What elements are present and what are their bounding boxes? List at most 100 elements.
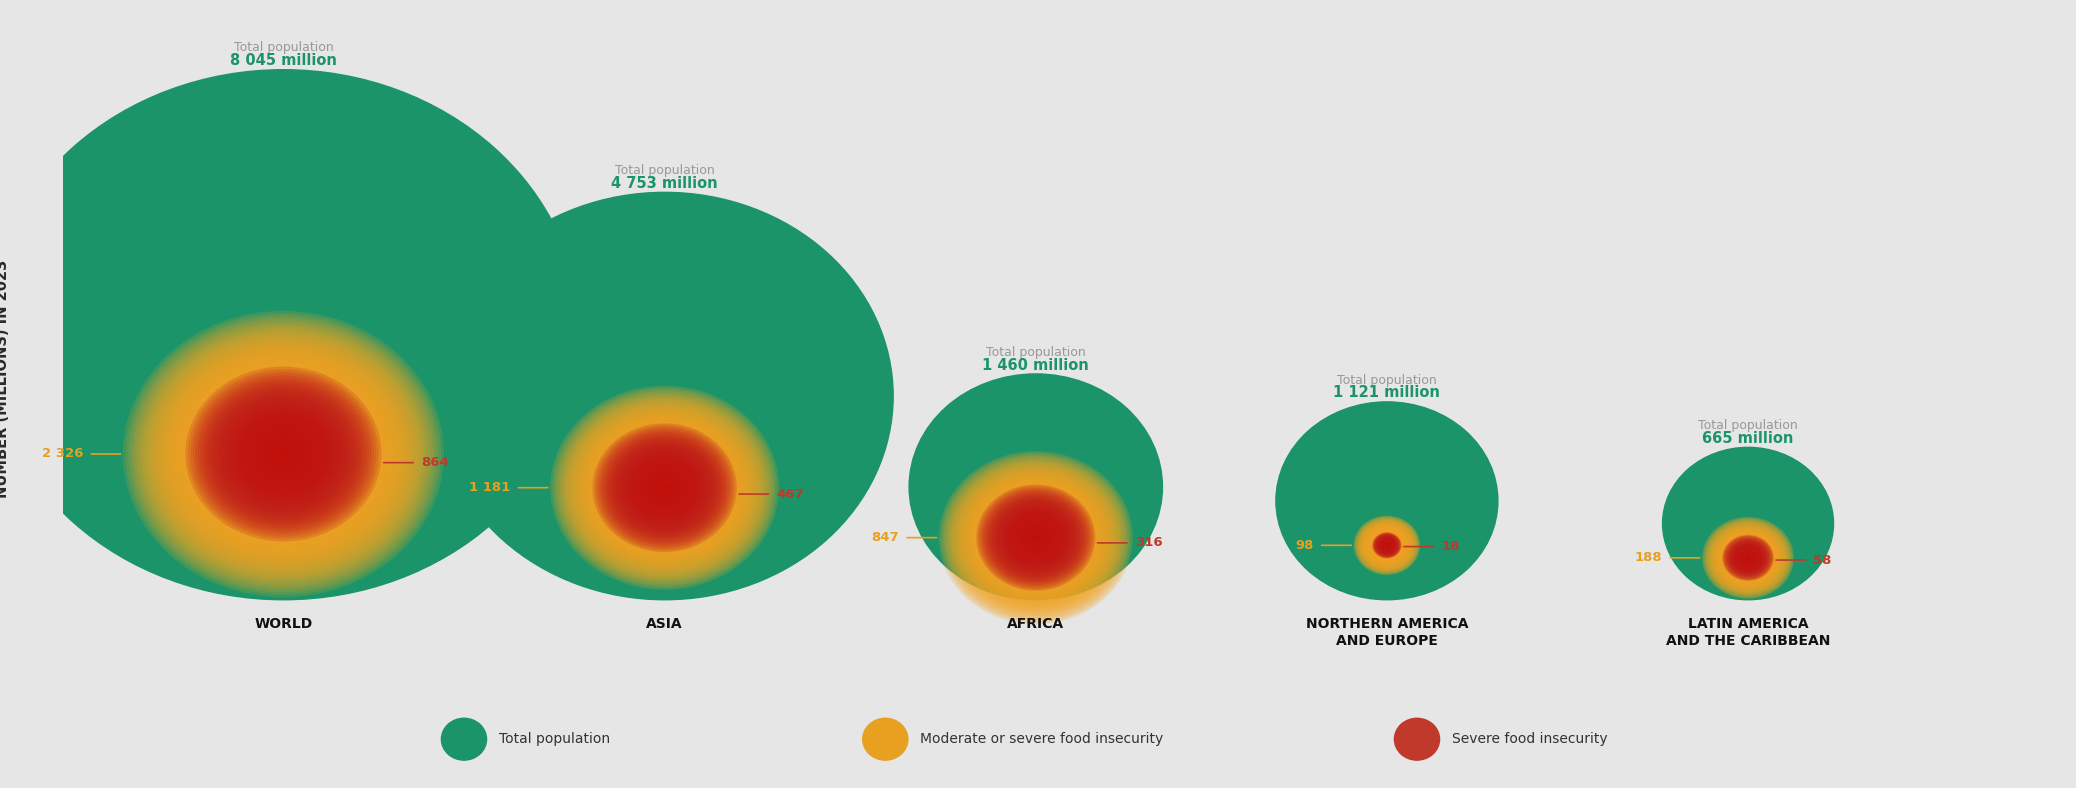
Ellipse shape: [1381, 540, 1393, 551]
Ellipse shape: [1017, 522, 1053, 553]
Ellipse shape: [1356, 518, 1418, 573]
Ellipse shape: [625, 452, 704, 522]
Ellipse shape: [1026, 529, 1046, 547]
Ellipse shape: [257, 430, 309, 478]
Ellipse shape: [1717, 530, 1779, 585]
Ellipse shape: [1729, 541, 1767, 575]
Ellipse shape: [992, 500, 1080, 576]
Ellipse shape: [1374, 533, 1399, 557]
Ellipse shape: [262, 434, 305, 474]
Ellipse shape: [660, 485, 668, 491]
Ellipse shape: [575, 408, 754, 567]
Ellipse shape: [1011, 515, 1061, 560]
Ellipse shape: [1381, 540, 1393, 551]
Ellipse shape: [1744, 553, 1752, 563]
Text: LATIN AMERICA
AND THE CARIBBEAN: LATIN AMERICA AND THE CARIBBEAN: [1665, 617, 1831, 649]
Ellipse shape: [1013, 518, 1059, 557]
Ellipse shape: [137, 323, 430, 585]
Ellipse shape: [984, 492, 1088, 583]
Ellipse shape: [280, 452, 286, 456]
Ellipse shape: [1381, 540, 1393, 551]
Ellipse shape: [1729, 541, 1767, 574]
Text: 864: 864: [421, 456, 448, 469]
Ellipse shape: [436, 192, 893, 600]
Ellipse shape: [1372, 533, 1401, 558]
Ellipse shape: [1702, 517, 1794, 598]
Ellipse shape: [1387, 545, 1389, 546]
Ellipse shape: [233, 409, 334, 499]
Ellipse shape: [658, 481, 673, 494]
Ellipse shape: [1736, 546, 1760, 570]
Text: Moderate or severe food insecurity: Moderate or severe food insecurity: [920, 732, 1165, 746]
Ellipse shape: [212, 390, 355, 518]
Ellipse shape: [1383, 542, 1391, 548]
Ellipse shape: [1383, 541, 1391, 549]
Ellipse shape: [594, 426, 735, 550]
Ellipse shape: [947, 457, 1125, 618]
Ellipse shape: [1731, 542, 1767, 574]
Ellipse shape: [1362, 523, 1412, 567]
Ellipse shape: [996, 504, 1073, 572]
Ellipse shape: [216, 393, 351, 515]
Ellipse shape: [1023, 526, 1048, 549]
Ellipse shape: [1704, 519, 1792, 597]
Ellipse shape: [650, 475, 679, 500]
Ellipse shape: [249, 423, 318, 485]
Ellipse shape: [646, 470, 685, 505]
Ellipse shape: [606, 435, 722, 540]
Ellipse shape: [1742, 552, 1754, 564]
Ellipse shape: [994, 500, 1077, 575]
Ellipse shape: [1374, 533, 1399, 557]
Ellipse shape: [1383, 541, 1393, 550]
Ellipse shape: [1034, 535, 1038, 541]
Ellipse shape: [594, 425, 735, 550]
Ellipse shape: [602, 432, 727, 544]
Ellipse shape: [656, 479, 675, 496]
Ellipse shape: [558, 393, 770, 582]
Ellipse shape: [1723, 536, 1773, 580]
Ellipse shape: [1003, 507, 1069, 568]
Ellipse shape: [579, 411, 749, 564]
Ellipse shape: [1374, 535, 1399, 556]
Ellipse shape: [1362, 522, 1412, 568]
Ellipse shape: [1376, 537, 1397, 554]
Ellipse shape: [218, 396, 349, 513]
Ellipse shape: [1374, 534, 1399, 556]
Ellipse shape: [990, 497, 1082, 578]
Ellipse shape: [158, 342, 409, 566]
Ellipse shape: [272, 444, 295, 463]
Ellipse shape: [1005, 510, 1067, 565]
Ellipse shape: [621, 449, 708, 526]
Ellipse shape: [154, 337, 413, 571]
Ellipse shape: [1360, 522, 1414, 569]
Ellipse shape: [208, 387, 359, 522]
Ellipse shape: [1381, 541, 1393, 550]
Ellipse shape: [1744, 555, 1752, 561]
Ellipse shape: [1727, 540, 1769, 576]
Ellipse shape: [976, 485, 1096, 591]
Ellipse shape: [608, 437, 722, 538]
Ellipse shape: [982, 490, 1088, 585]
Ellipse shape: [604, 433, 725, 542]
Ellipse shape: [953, 463, 1119, 612]
Ellipse shape: [1727, 539, 1769, 577]
Ellipse shape: [604, 433, 725, 542]
Ellipse shape: [176, 359, 390, 549]
Ellipse shape: [621, 449, 708, 526]
Ellipse shape: [1376, 537, 1397, 554]
Ellipse shape: [590, 422, 739, 554]
Ellipse shape: [1372, 532, 1401, 559]
Ellipse shape: [598, 429, 731, 547]
Ellipse shape: [160, 344, 407, 563]
Ellipse shape: [1385, 544, 1389, 548]
Ellipse shape: [1744, 554, 1752, 562]
Ellipse shape: [1378, 538, 1395, 552]
Ellipse shape: [955, 466, 1117, 609]
Ellipse shape: [1366, 526, 1408, 564]
Ellipse shape: [573, 407, 756, 569]
Ellipse shape: [660, 485, 668, 491]
Ellipse shape: [571, 405, 758, 571]
Ellipse shape: [233, 408, 334, 500]
Ellipse shape: [195, 376, 372, 532]
Ellipse shape: [239, 414, 328, 494]
